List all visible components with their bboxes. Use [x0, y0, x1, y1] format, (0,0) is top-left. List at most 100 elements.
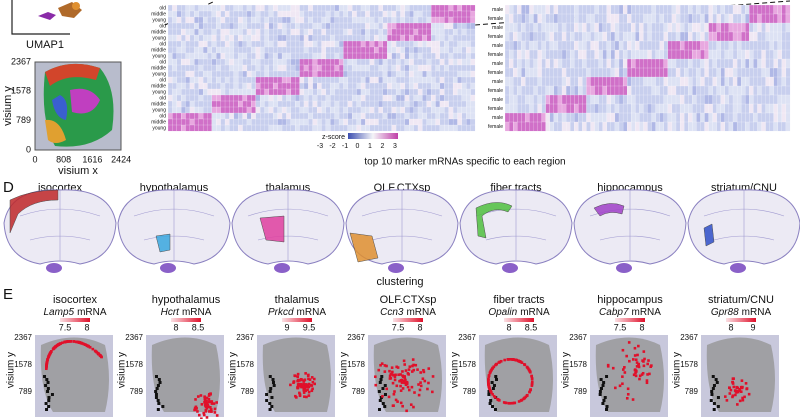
heat-cell [765, 103, 770, 114]
heat-cell [671, 22, 677, 33]
heat-cell [369, 64, 375, 72]
heat-cell [404, 88, 410, 96]
heat-cell [295, 34, 300, 42]
heat-cell [400, 28, 406, 36]
heat-cell [413, 70, 419, 78]
heat-cell [422, 118, 427, 126]
expression-spot [204, 396, 208, 400]
expression-spot [635, 361, 639, 364]
heat-cell [365, 16, 370, 24]
heat-cell [614, 67, 620, 78]
heat-cell [426, 112, 432, 120]
heat-cell [749, 85, 754, 96]
heat-cell [299, 106, 305, 114]
heat-cell [308, 82, 313, 90]
expression-spot [633, 346, 637, 350]
heat-cell [194, 46, 199, 54]
heat-cell [684, 112, 689, 123]
heat-cell [268, 46, 274, 54]
heat-cell [242, 40, 248, 48]
heat-cell [374, 58, 379, 66]
heat-cell [781, 58, 787, 69]
gene-name: Lamp5 [43, 307, 74, 318]
heat-cell [470, 16, 476, 24]
heat-cell [594, 40, 599, 51]
heat-cell [167, 28, 173, 36]
heat-cell [382, 10, 388, 18]
expression-spot [502, 401, 506, 404]
y-axis-label: visium y [561, 352, 572, 388]
expression-spot [744, 382, 748, 385]
heat-cell [602, 103, 607, 114]
heat-cell [659, 121, 664, 132]
heat-cell [207, 70, 213, 78]
heat-cell [233, 112, 239, 120]
heat-cell [639, 4, 644, 15]
heat-cell [761, 31, 766, 42]
heat-cell [504, 85, 510, 96]
heat-cell [712, 13, 717, 24]
heat-cell [181, 76, 186, 84]
heat-cell [321, 40, 327, 48]
heat-cell [409, 40, 414, 48]
gene-name: Cabp7 [599, 307, 629, 318]
heat-cell [409, 94, 414, 102]
heat-cell [700, 40, 705, 51]
heat-cell [167, 106, 173, 114]
heat-cell [606, 4, 612, 15]
heat-cell [708, 112, 713, 123]
expression-spot [731, 382, 735, 385]
heat-cell [586, 22, 591, 33]
heat-cell [281, 52, 287, 60]
heat-cell [708, 94, 713, 105]
heat-cell [696, 49, 701, 60]
heat-cell [749, 58, 754, 69]
heat-cell [365, 22, 370, 30]
row-label: male [492, 25, 503, 31]
heat-cell [356, 40, 362, 48]
expression-spot [621, 348, 625, 352]
heat-cell [264, 64, 270, 72]
heat-cell [444, 106, 449, 114]
heat-cell [448, 76, 454, 84]
expression-spot [519, 399, 523, 402]
heat-cell [321, 88, 327, 96]
heat-cell [741, 94, 746, 105]
region-highlight [9, 189, 59, 234]
expression-spot [205, 402, 209, 405]
heat-cell [189, 112, 195, 120]
heat-cell [268, 124, 274, 132]
heat-cell [255, 100, 261, 108]
heat-cell [286, 82, 291, 90]
heat-cell [409, 76, 414, 84]
heat-cell [308, 76, 313, 84]
heat-cell [508, 58, 514, 69]
heat-cell [627, 112, 632, 123]
heat-cell [167, 4, 173, 12]
heat-cell [627, 22, 632, 33]
heat-cell [387, 40, 392, 48]
expression-spot [419, 381, 422, 384]
heat-cell [391, 22, 397, 30]
heat-cell [598, 121, 603, 132]
heat-cell [594, 4, 599, 15]
heat-cell [220, 58, 226, 66]
expression-spot [72, 340, 75, 343]
heat-cell [321, 64, 327, 72]
heat-cell [308, 34, 313, 42]
heat-cell [343, 16, 349, 24]
heat-cell [708, 85, 713, 96]
heat-cell [513, 112, 518, 123]
heat-cell [448, 88, 454, 96]
heat-cell [553, 13, 559, 24]
expression-spot [61, 341, 64, 345]
heat-cell [761, 4, 766, 15]
heat-cell [749, 121, 754, 132]
brain-detail [133, 190, 215, 260]
heat-cell [238, 22, 243, 30]
heat-cell [590, 85, 595, 96]
heat-cell [720, 112, 726, 123]
heat-cell [334, 100, 340, 108]
heat-cell [586, 40, 591, 51]
heat-cell [769, 40, 774, 51]
